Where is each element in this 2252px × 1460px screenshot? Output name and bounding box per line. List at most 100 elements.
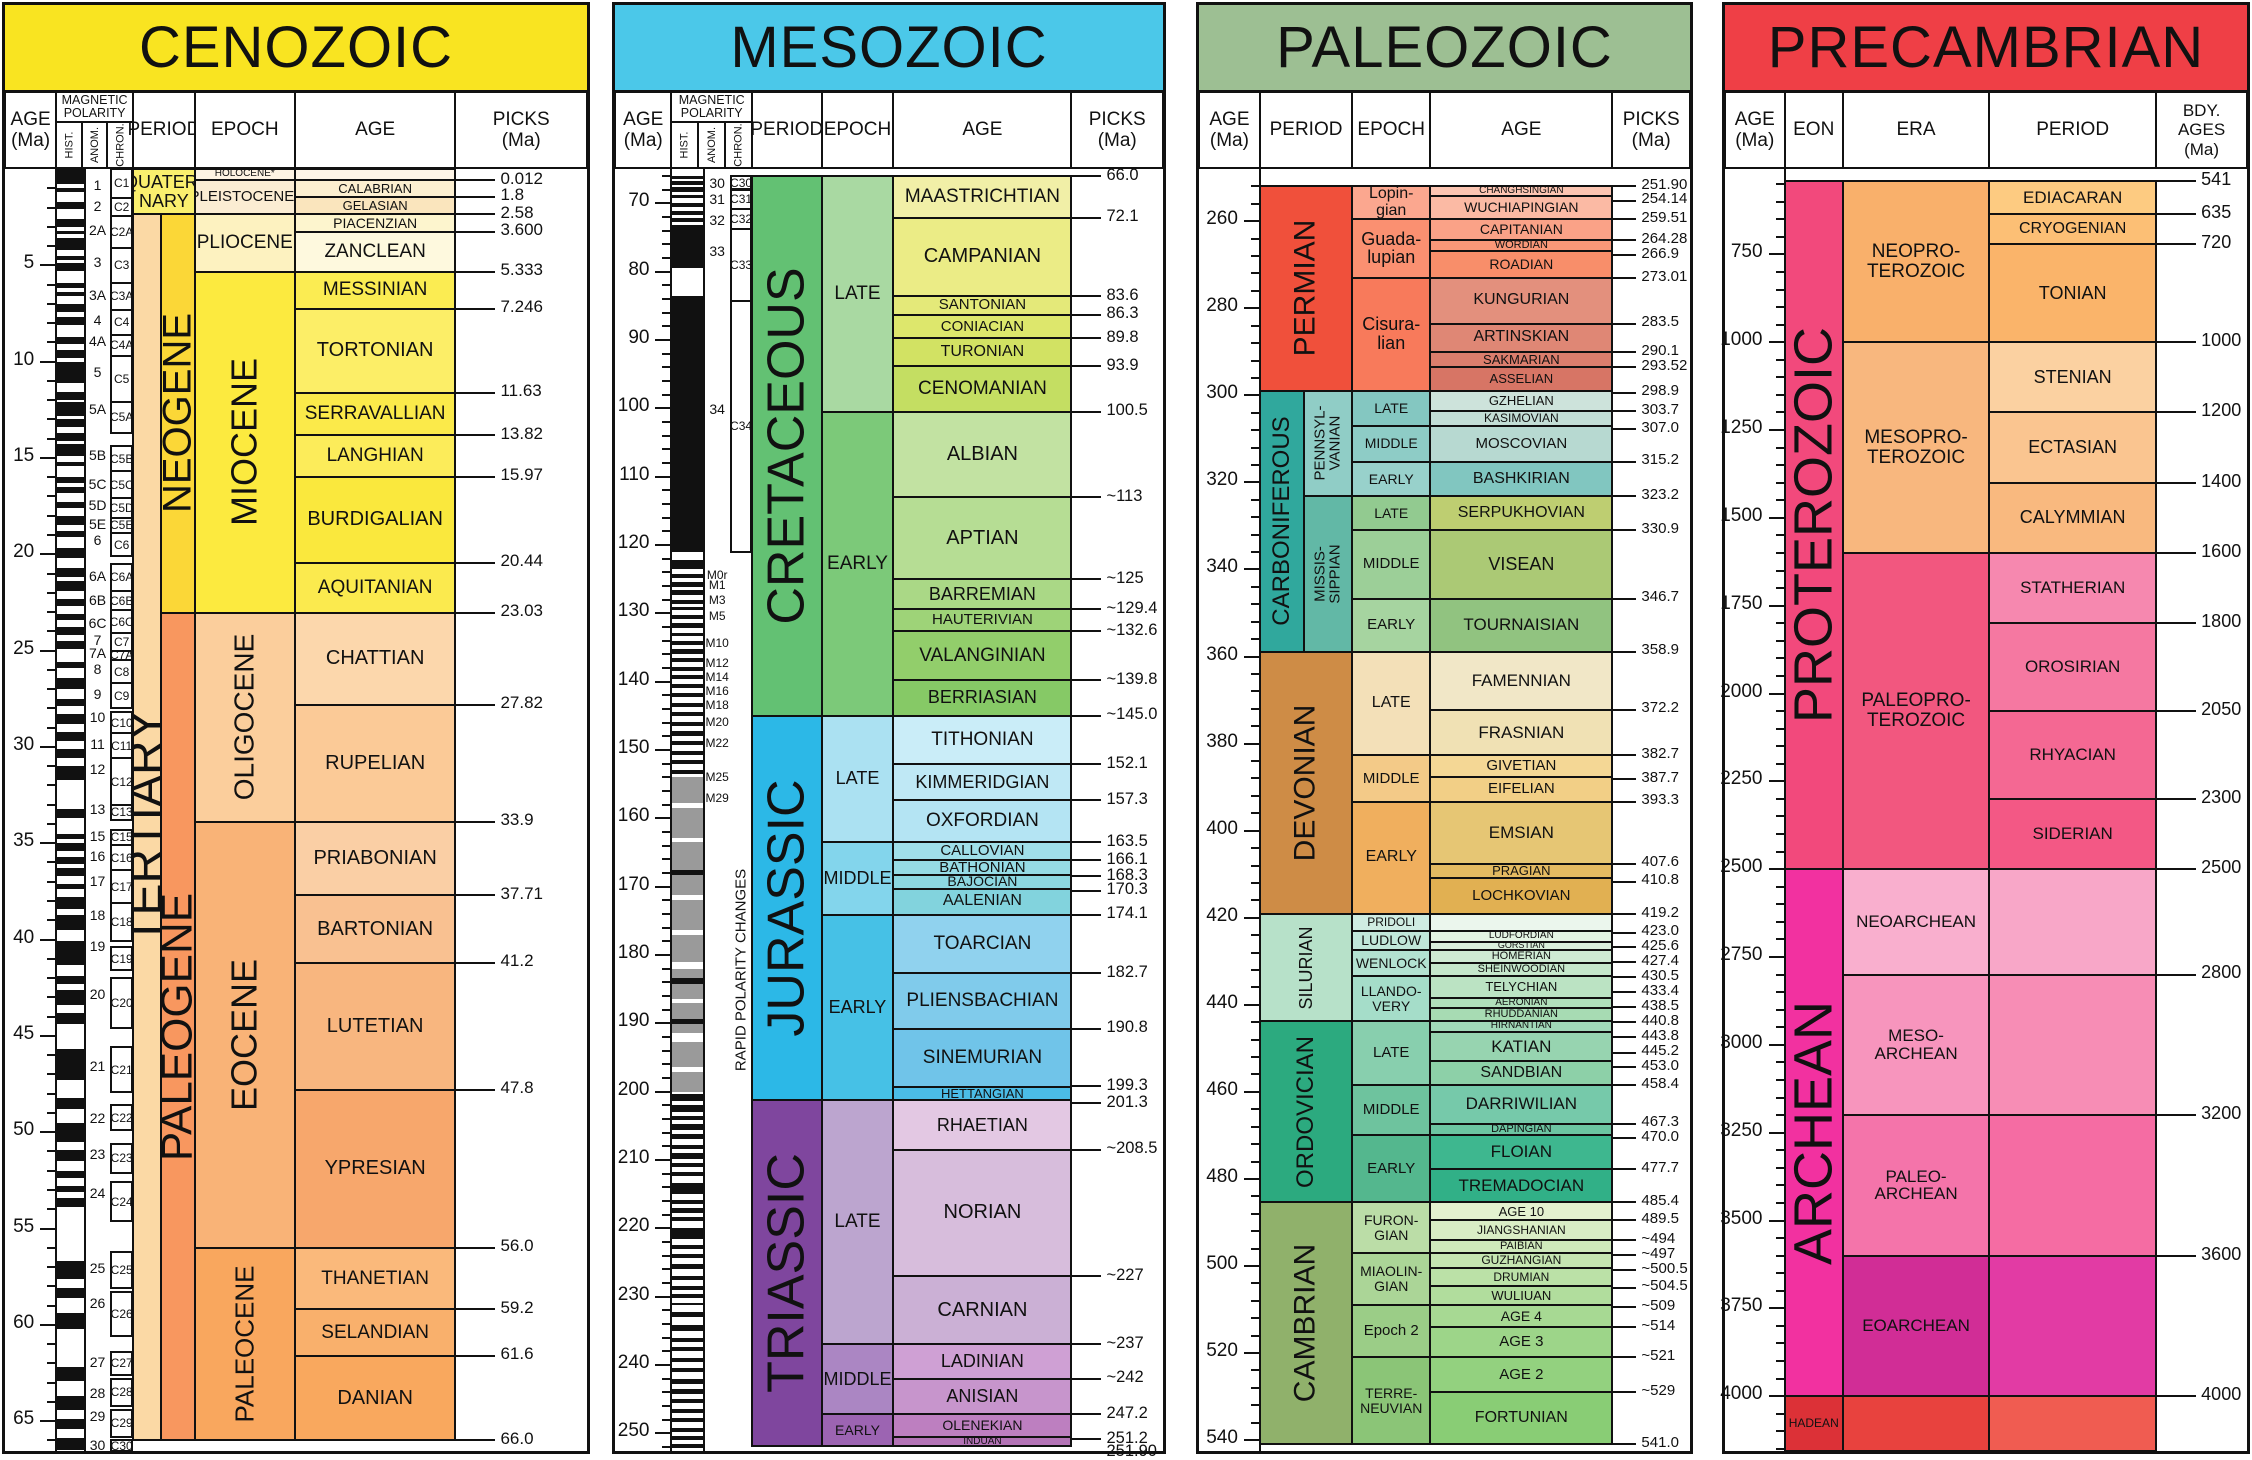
pick-line bbox=[1071, 174, 1102, 177]
age-cell: DARRIWILIAN bbox=[1429, 1083, 1614, 1125]
age-cell: LADINIAN bbox=[892, 1343, 1073, 1380]
age-cell: ZANCLEAN bbox=[293, 230, 457, 273]
pick-line bbox=[1071, 313, 1102, 316]
axis-tick-label: 460 bbox=[1206, 1078, 1238, 1100]
pick-label: 1200 bbox=[2201, 400, 2242, 421]
polarity-band bbox=[56, 502, 85, 509]
polarity-band bbox=[671, 607, 705, 611]
pick-label: 430.5 bbox=[1641, 967, 1679, 985]
pick-label: ~139.8 bbox=[1106, 669, 1158, 688]
era-cell: EOARCHEAN bbox=[1841, 1254, 1991, 1398]
axis-tick bbox=[1775, 1149, 1785, 1152]
polarity-band bbox=[671, 1162, 705, 1167]
epoch-cell: Epoch 2 bbox=[1351, 1304, 1432, 1359]
axis-tick bbox=[1250, 794, 1260, 797]
axis-tick-label: 230 bbox=[617, 1283, 650, 1305]
header-sublabel: ANOM. bbox=[705, 126, 718, 164]
cell-label: PLEISTOCENE* bbox=[193, 188, 296, 206]
cell-label-line: MAGNETIC bbox=[61, 92, 128, 107]
cell-label: TERTIARY bbox=[132, 709, 162, 946]
polarity-band bbox=[56, 613, 85, 620]
cell-label: LUDFORDIAN bbox=[1488, 930, 1554, 942]
anomaly-label: 2A bbox=[88, 221, 107, 238]
axis-tick bbox=[1775, 745, 1785, 748]
polarity-band bbox=[671, 1367, 705, 1372]
axis-tick bbox=[662, 1131, 672, 1134]
pick-label: 1800 bbox=[2201, 611, 2242, 632]
header-cell: AGE bbox=[293, 93, 457, 167]
cell-label: MESO- ARCHEAN bbox=[1874, 1027, 1957, 1063]
period-pc-cell: STENIAN bbox=[1988, 341, 2158, 414]
polarity-band bbox=[671, 574, 705, 579]
axis-tick bbox=[47, 418, 57, 421]
anomaly-label: 9 bbox=[93, 685, 102, 702]
cell-label: PRAGIAN bbox=[1492, 862, 1551, 878]
axis-tick bbox=[662, 912, 672, 915]
axis-tick bbox=[662, 1063, 672, 1066]
pick-line bbox=[2156, 797, 2197, 800]
period-cell: TRIASSIC bbox=[751, 1099, 823, 1448]
period-carb-cell: CARBONIFEROUS bbox=[1258, 389, 1306, 653]
cell-label: CALYMMIAN bbox=[2019, 507, 2126, 528]
axis-tick bbox=[47, 322, 57, 325]
header-label: ERA bbox=[1896, 119, 1936, 141]
pick-label: 393.3 bbox=[1641, 791, 1679, 809]
axis-tick bbox=[662, 871, 672, 874]
pick-line bbox=[1071, 913, 1102, 916]
chron-box: C8 bbox=[110, 659, 134, 685]
period-sub-cell: PALEOGENE bbox=[159, 611, 196, 1442]
axis-tick bbox=[662, 803, 672, 806]
pick-line bbox=[1071, 629, 1102, 632]
cell-label-line: PALEO- bbox=[1885, 1166, 1947, 1186]
axis-tick bbox=[1250, 1369, 1260, 1372]
axis-tick bbox=[47, 514, 57, 517]
axis-tick bbox=[1250, 1038, 1260, 1041]
axis-tick bbox=[1775, 587, 1785, 590]
axis-tick bbox=[47, 1150, 57, 1153]
header-cell: PERIOD bbox=[750, 93, 823, 167]
axis-tick bbox=[1250, 603, 1260, 606]
anomaly-label: 30 bbox=[709, 175, 725, 192]
pick-label: 372.2 bbox=[1641, 699, 1679, 717]
axis-tick bbox=[47, 688, 57, 691]
axis-tick bbox=[1775, 639, 1785, 642]
pick-label: 251.90 bbox=[1641, 175, 1688, 193]
header-cell: MAGNETIC POLARITY HIST. ANOM. CHRON. bbox=[55, 92, 135, 167]
pick-line bbox=[1612, 960, 1637, 963]
cell-label: CRETACEOUS bbox=[757, 267, 816, 625]
cell-label-line: POLARITY bbox=[680, 106, 743, 120]
polarity-band bbox=[56, 263, 85, 272]
anomaly-label: M20 bbox=[705, 714, 729, 729]
axis-tick-label: 130 bbox=[617, 600, 650, 622]
pick-label: ~132.6 bbox=[1106, 620, 1158, 639]
cell-label: LATE bbox=[834, 1211, 881, 1233]
header-cell: MAGNETIC POLARITY HIST. ANOM. CHRON. bbox=[670, 93, 753, 167]
header-sublabel: HIST. bbox=[63, 131, 76, 159]
polarity-band bbox=[671, 1244, 705, 1249]
axis-tick-label: 4000 bbox=[1720, 1383, 1763, 1405]
polarity-band bbox=[671, 1207, 705, 1214]
panel-header: AGE (Ma) MAGNETIC POLARITY HIST. ANOM. CHRON. P… bbox=[614, 93, 1164, 169]
anomaly-label: 4A bbox=[88, 333, 107, 350]
pick-label: ~237 bbox=[1106, 1334, 1144, 1353]
cell-label: RHAETIAN bbox=[936, 1114, 1028, 1135]
polarity-band bbox=[671, 894, 705, 900]
axis-tick bbox=[47, 1400, 57, 1403]
polarity-band bbox=[671, 1293, 705, 1298]
cell-label-line: NEUVIAN bbox=[1360, 1399, 1423, 1416]
chron-box: C23 bbox=[110, 1142, 134, 1174]
polarity-band bbox=[671, 1418, 705, 1423]
cell-label: EARLY bbox=[827, 552, 888, 574]
cell-label: ZANCLEAN bbox=[324, 240, 426, 262]
pick-line bbox=[455, 1439, 496, 1442]
chron-box: C22 bbox=[110, 1104, 134, 1132]
axis-tick bbox=[1768, 868, 1785, 871]
pick-line bbox=[1612, 1167, 1637, 1170]
cell-label-line: MISSIS- bbox=[1311, 546, 1329, 602]
cell-label: BERRIASIAN bbox=[927, 687, 1037, 708]
axis-tick bbox=[1775, 1078, 1785, 1081]
axis-tick-label: 15 bbox=[13, 444, 35, 466]
pick-label: ~497 bbox=[1641, 1244, 1676, 1262]
pick-label: 330.9 bbox=[1641, 519, 1679, 537]
polarity-band bbox=[56, 698, 85, 707]
